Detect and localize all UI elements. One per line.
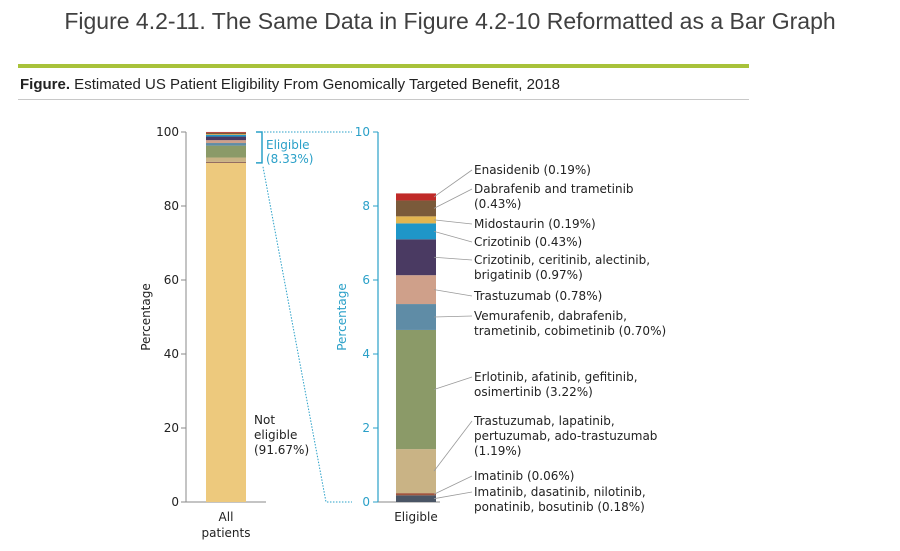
right-y-tick-label: 0 bbox=[362, 495, 370, 509]
bar-segment-eligible-mini bbox=[206, 132, 246, 135]
left-y-tick-label: 40 bbox=[164, 347, 179, 361]
not-eligible-label: (91.67%) bbox=[254, 443, 309, 457]
bar-segment bbox=[396, 200, 436, 217]
right-x-category-label: Eligible bbox=[394, 510, 438, 524]
bar-segment-not-eligible bbox=[206, 162, 246, 503]
segment-label: osimertinib (3.22%) bbox=[474, 385, 593, 399]
segment-label: Erlotinib, afatinib, gefitinib, bbox=[474, 370, 638, 384]
segment-label: trametinib, cobimetinib (0.70%) bbox=[474, 324, 666, 338]
segment-label: Crizotinib (0.43%) bbox=[474, 235, 582, 249]
bar-segment-eligible-mini bbox=[206, 134, 246, 137]
bar-segment bbox=[396, 304, 436, 330]
left-y-tick-label: 20 bbox=[164, 421, 179, 435]
caption-divider bbox=[18, 99, 749, 100]
accent-rule bbox=[18, 64, 749, 68]
bar-segment-eligible-mini bbox=[206, 131, 246, 133]
bar-segment bbox=[396, 449, 436, 494]
right-y-tick-label: 2 bbox=[362, 421, 370, 435]
figure-caption-label: Figure. bbox=[20, 76, 71, 93]
left-chart-all-patients: 0 20 40 60 80 100 Percentage All patients Notelig… bbox=[139, 125, 313, 540]
leader-line bbox=[433, 289, 473, 297]
left-x-category-label: patients bbox=[202, 526, 251, 540]
eligible-label: (8.33%) bbox=[266, 152, 313, 166]
leader-line bbox=[433, 230, 473, 243]
leader-line bbox=[433, 188, 473, 209]
bar-segment-eligible-mini bbox=[206, 143, 246, 146]
left-y-tick-label: 0 bbox=[171, 495, 179, 509]
leader-line bbox=[433, 256, 473, 261]
bar-segment-eligible-mini bbox=[206, 145, 246, 158]
segment-label: Trastuzumab, lapatinib, bbox=[473, 414, 615, 428]
right-y-tick-label: 4 bbox=[362, 347, 370, 361]
leader-line bbox=[433, 169, 473, 198]
page-title: Figure 4.2-11. The Same Data in Figure 4… bbox=[64, 8, 836, 34]
bar-segment bbox=[396, 275, 436, 305]
bar-segment bbox=[396, 495, 436, 502]
segment-label: Dabrafenib and trametinib bbox=[474, 182, 634, 196]
figure-caption-text: Estimated US Patient Eligibility From Ge… bbox=[70, 76, 560, 93]
bar-segment-eligible-mini bbox=[206, 134, 246, 135]
leader-line bbox=[433, 219, 473, 225]
eligible-bracket bbox=[256, 131, 263, 164]
right-chart-eligible: 0 2 4 6 8 10 Percentage Eligible Imatinib, dasat… bbox=[335, 125, 666, 524]
connector-bottom-line bbox=[262, 166, 352, 503]
segment-label: ponatinib, bosutinib (0.18%) bbox=[474, 500, 645, 514]
segment-label: Crizotinib, ceritinib, alectinib, bbox=[474, 253, 650, 267]
leader-line bbox=[433, 315, 473, 318]
segment-label: (1.19%) bbox=[474, 444, 521, 458]
segment-label: Vemurafenib, dabrafenib, bbox=[474, 309, 627, 323]
left-x-category-label: All bbox=[219, 510, 234, 524]
bar-segment-eligible-mini bbox=[206, 161, 246, 163]
bar-segment bbox=[396, 193, 436, 201]
bar-segment bbox=[396, 216, 436, 224]
segment-label: pertuzumab, ado-trastuzumab bbox=[474, 429, 657, 443]
segment-label: brigatinib (0.97%) bbox=[474, 268, 583, 282]
bar-segment bbox=[396, 329, 436, 450]
segment-label: (0.43%) bbox=[474, 197, 521, 211]
bar-segment bbox=[396, 493, 436, 496]
right-y-axis-title: Percentage bbox=[335, 283, 349, 351]
zoom-connector bbox=[262, 131, 352, 503]
bar-segment bbox=[396, 223, 436, 240]
bar-segment bbox=[396, 239, 436, 276]
not-eligible-label: Not bbox=[254, 413, 275, 427]
bar-segment-eligible-mini bbox=[206, 136, 246, 141]
left-y-tick-label: 80 bbox=[164, 199, 179, 213]
leader-line bbox=[433, 376, 473, 390]
segment-label: Midostaurin (0.19%) bbox=[474, 217, 596, 231]
left-y-tick-label: 60 bbox=[164, 273, 179, 287]
leader-line bbox=[433, 420, 473, 472]
right-y-tick-label: 8 bbox=[362, 199, 370, 213]
segment-label: Enasidenib (0.19%) bbox=[474, 163, 591, 177]
segment-label: Imatinib, dasatinib, nilotinib, bbox=[474, 485, 646, 499]
segment-label: Trastuzumab (0.78%) bbox=[473, 289, 602, 303]
left-y-tick-label: 100 bbox=[156, 125, 179, 139]
segment-label: Imatinib (0.06%) bbox=[474, 469, 574, 483]
bar-segment-eligible-mini bbox=[206, 140, 246, 144]
not-eligible-label: eligible bbox=[254, 428, 297, 442]
leader-line bbox=[433, 475, 473, 495]
eligible-label: Eligible bbox=[266, 138, 310, 152]
bar-segment-eligible-mini bbox=[206, 157, 246, 162]
right-y-tick-label: 10 bbox=[355, 125, 370, 139]
left-y-axis-title: Percentage bbox=[139, 283, 153, 351]
leader-line bbox=[433, 491, 473, 500]
right-y-tick-label: 6 bbox=[362, 273, 370, 287]
figure-caption: Figure. Estimated US Patient Eligibility… bbox=[20, 76, 560, 93]
